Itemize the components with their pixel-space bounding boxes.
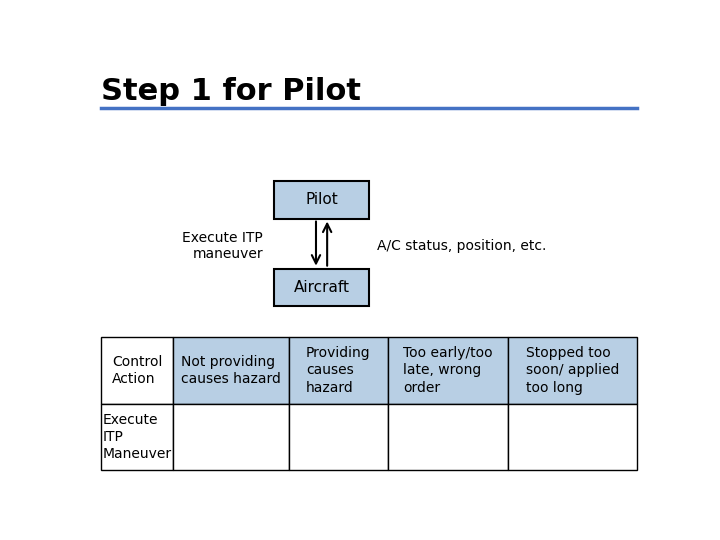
Bar — [508, 404, 637, 470]
Bar — [174, 337, 289, 404]
Bar — [274, 181, 369, 219]
Text: Pilot: Pilot — [305, 192, 338, 207]
Text: Control
Action: Control Action — [112, 355, 163, 386]
Text: Execute
ITP
Maneuver: Execute ITP Maneuver — [103, 413, 172, 461]
Text: Too early/too
late, wrong
order: Too early/too late, wrong order — [403, 346, 492, 395]
Text: A/C status, position, etc.: A/C status, position, etc. — [377, 239, 546, 253]
Text: Step 1 for Pilot: Step 1 for Pilot — [101, 77, 361, 106]
Text: Stopped too
soon/ applied
too long: Stopped too soon/ applied too long — [526, 346, 619, 395]
Bar — [174, 404, 289, 470]
Bar — [508, 337, 637, 404]
Bar — [101, 337, 174, 404]
Bar — [274, 268, 369, 306]
Text: Not providing
causes hazard: Not providing causes hazard — [181, 355, 281, 386]
Bar — [289, 337, 388, 404]
Text: Execute ITP
maneuver: Execute ITP maneuver — [182, 231, 263, 261]
Bar — [289, 404, 388, 470]
Bar — [388, 404, 508, 470]
Text: Providing
causes
hazard: Providing causes hazard — [306, 346, 371, 395]
Text: Aircraft: Aircraft — [294, 280, 350, 295]
Bar — [101, 404, 174, 470]
Bar — [388, 337, 508, 404]
